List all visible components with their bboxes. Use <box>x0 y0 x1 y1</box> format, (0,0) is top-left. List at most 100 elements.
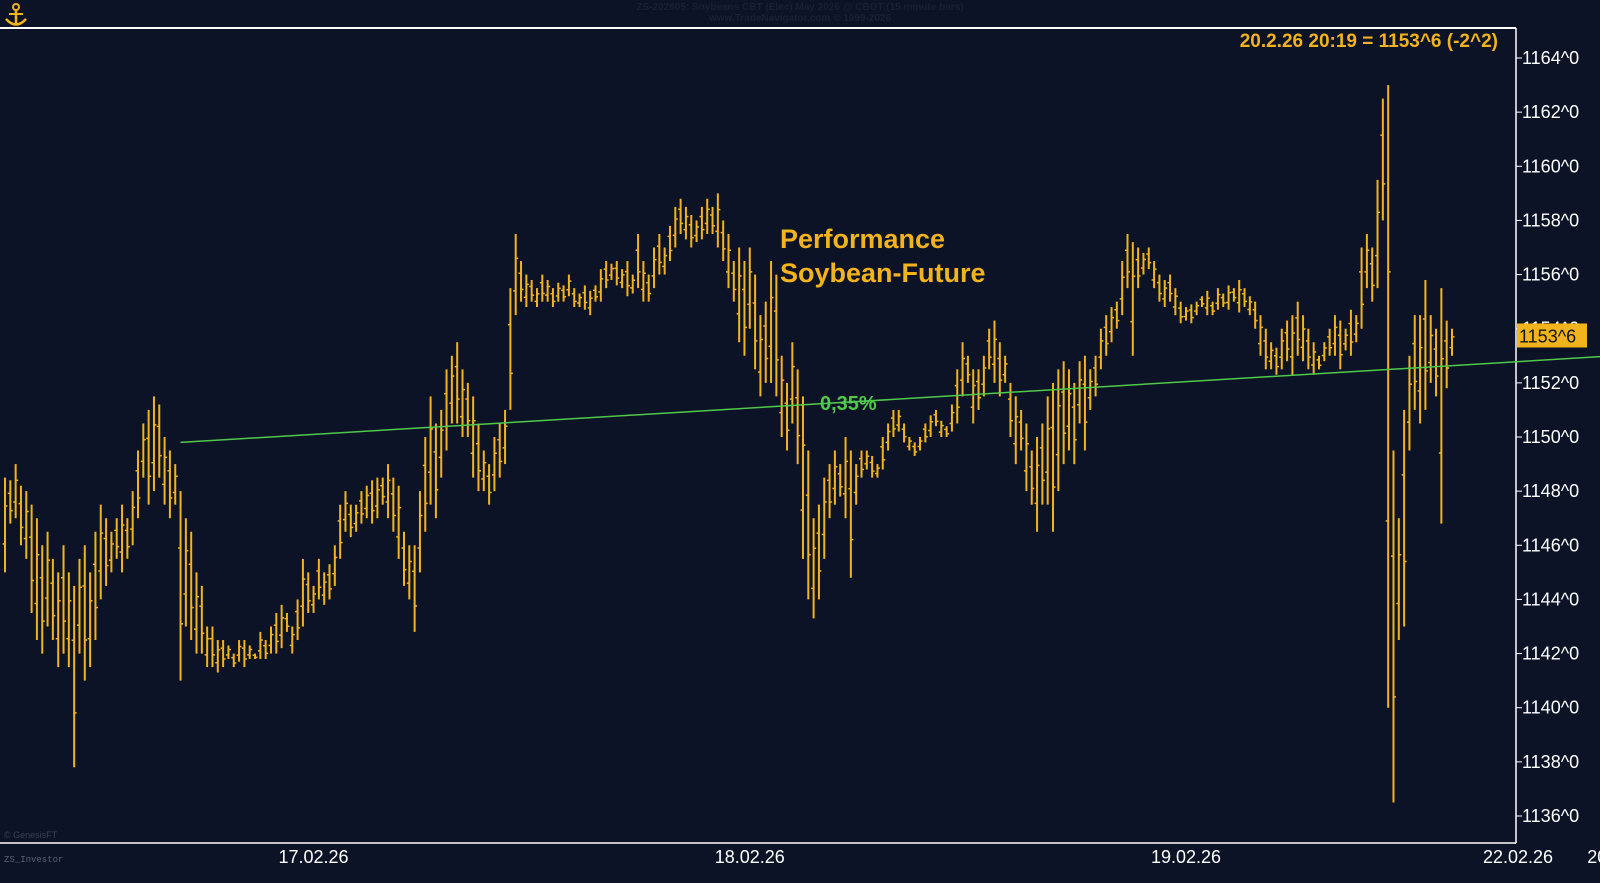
ohlc-bar <box>119 504 125 573</box>
ohlc-bar <box>1359 247 1365 329</box>
ohlc-bar <box>821 477 827 559</box>
ohlc-bar <box>124 518 130 559</box>
ohlc-bar <box>667 225 673 262</box>
anchor-logo-icon[interactable] <box>3 2 29 28</box>
ohlc-bar <box>1114 301 1120 329</box>
ohlc-bar <box>1364 233 1370 289</box>
ohlc-bar <box>1279 328 1285 370</box>
ohlc-bar <box>619 269 625 289</box>
ohlc-bar <box>577 293 583 308</box>
ohlc-bar <box>848 450 854 578</box>
ohlc-bar <box>1343 328 1349 351</box>
ohlc-bar <box>257 631 263 659</box>
ohlc-bar <box>1449 328 1455 356</box>
ohlc-bar <box>736 247 742 343</box>
ohlc-bar <box>853 464 859 505</box>
ohlc-bar <box>1146 247 1152 270</box>
ohlc-bar <box>1034 437 1040 532</box>
ohlc-bar <box>162 437 168 505</box>
ohlc-bar <box>225 645 231 659</box>
plot-frame <box>0 27 1517 844</box>
ohlc-bar <box>1417 315 1423 424</box>
ohlc-bar <box>1401 409 1407 627</box>
price-tick-label: 1164^0 <box>1522 48 1579 68</box>
ohlc-bar <box>337 504 343 559</box>
ohlc-bar <box>449 355 455 424</box>
price-tick-label: 1140^0 <box>1522 698 1579 718</box>
ohlc-bar <box>917 437 923 451</box>
ohlc-bar <box>539 274 545 302</box>
ohlc-bar <box>976 369 982 410</box>
ohlc-bar <box>316 558 322 600</box>
ohlc-bar <box>369 480 375 524</box>
ohlc-bar <box>87 572 93 668</box>
last-price-label: 1153^6 <box>1519 326 1576 346</box>
ohlc-bar <box>598 269 604 302</box>
ohlc-bar <box>608 263 614 280</box>
ohlc-bar <box>103 518 109 586</box>
ohlc-bar <box>1199 296 1205 308</box>
ohlc-bar <box>603 261 609 289</box>
price-axis: 1136^0 1138^0 1140^0 1142^0 1144^0 1146^0 1148… <box>1516 48 1587 826</box>
chart-header: ZS-202605: Soybeans CBT (Elec) May 2026 … <box>0 0 1600 28</box>
ohlc-bar <box>406 545 412 600</box>
ohlc-bar <box>1183 307 1189 321</box>
ohlc-bar <box>1242 288 1248 308</box>
ohlc-bar <box>534 288 540 308</box>
ohlc-bar <box>295 599 301 641</box>
ohlc-bar <box>502 409 508 465</box>
ohlc-bar <box>1369 247 1375 302</box>
ohlc-bar <box>938 420 944 437</box>
ohlc-bar <box>906 437 912 451</box>
ohlc-bar <box>1300 315 1306 362</box>
annotation-title-line1: Performance <box>780 224 945 254</box>
ohlc-bar <box>156 404 162 478</box>
ohlc-bar <box>1178 301 1184 324</box>
ohlc-bar <box>1252 301 1258 329</box>
date-tick-label: 17.02.26 <box>279 847 349 867</box>
ohlc-bar <box>747 247 753 329</box>
ohlc-bar <box>880 437 886 470</box>
ohlc-bar <box>1444 320 1450 389</box>
ohlc-bar <box>71 585 77 768</box>
ohlc-bar <box>1422 279 1428 410</box>
ohlc-bar <box>805 450 811 600</box>
ohlc-bar <box>768 261 774 383</box>
ohlc-bar <box>454 342 460 424</box>
ohlc-bar <box>194 572 200 654</box>
ohlc-bar <box>172 464 178 505</box>
ohlc-bar <box>757 315 763 397</box>
chart-header-line1: ZS-202605: Soybeans CBT (Elec) May 2026 … <box>636 2 964 13</box>
ohlc-bar <box>784 382 790 451</box>
ohlc-bar <box>789 342 795 424</box>
ohlc-bar <box>694 220 700 243</box>
footer-user: ZS_Investor <box>4 855 64 865</box>
ohlc-bar <box>209 626 215 668</box>
ohlc-bar <box>582 285 588 310</box>
ohlc-bar <box>970 369 976 424</box>
ohlc-bar <box>1130 242 1136 356</box>
trendline-group: 0,35% <box>180 355 1600 444</box>
ohlc-bar <box>396 485 402 559</box>
ohlc-bar <box>247 645 253 659</box>
ohlc-bar <box>140 423 146 478</box>
ohlc-bar <box>561 285 567 302</box>
ohlc-bar <box>949 404 955 432</box>
ohlc-bar <box>1172 288 1178 316</box>
ohlc-bar <box>1055 369 1061 492</box>
ohlc-bar <box>204 626 210 668</box>
ohlc-bar <box>1327 328 1333 356</box>
ohlc-bar <box>699 206 705 240</box>
ohlc-bar <box>874 464 880 478</box>
ohlc-bar <box>545 279 551 302</box>
ohlc-bar <box>1194 301 1200 316</box>
ohlc-bar <box>1428 315 1434 383</box>
ohlc-bar <box>630 274 636 294</box>
ohlc-bar <box>1045 396 1051 505</box>
ohlc-bar <box>1305 328 1311 370</box>
ohlc-bar <box>444 369 450 451</box>
ohlc-bar <box>311 585 317 613</box>
ohlc-bar <box>1438 288 1444 524</box>
ohlc-bar <box>1433 328 1439 397</box>
